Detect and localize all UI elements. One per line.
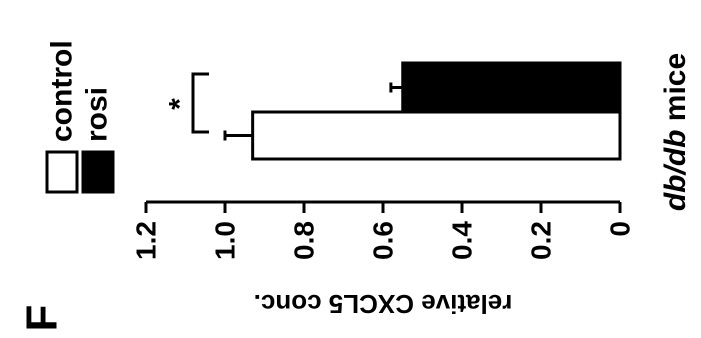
legend-swatch-rosi (81, 150, 115, 194)
x-tick-label: 1.0 (210, 221, 241, 260)
legend: control rosi (45, 40, 115, 194)
group-label: db/db mice (659, 53, 692, 211)
legend-label-rosi: rosi (81, 87, 114, 142)
bars (223, 61, 622, 161)
legend-label-control: control (46, 40, 79, 142)
significance-marker: * (164, 98, 197, 110)
panel-label: F (18, 305, 67, 332)
bar-control (251, 110, 622, 161)
x-axis-ticks: 0 0.2 0.4 0.6 0.8 1.0 1.2 (131, 202, 636, 260)
significance-bracket (191, 72, 209, 134)
x-tick-label: 0.2 (526, 221, 557, 260)
legend-swatch-control (45, 150, 79, 194)
x-tick-label: 1.2 (131, 221, 162, 260)
x-tick-label: 0.4 (447, 221, 478, 260)
x-axis-label: relative CXCL5 conc. (254, 289, 513, 319)
x-tick-label: 0 (605, 221, 636, 237)
x-tick-label: 0.6 (368, 221, 399, 260)
x-tick-label: 0.8 (289, 221, 320, 260)
bar-rosi (401, 61, 622, 114)
